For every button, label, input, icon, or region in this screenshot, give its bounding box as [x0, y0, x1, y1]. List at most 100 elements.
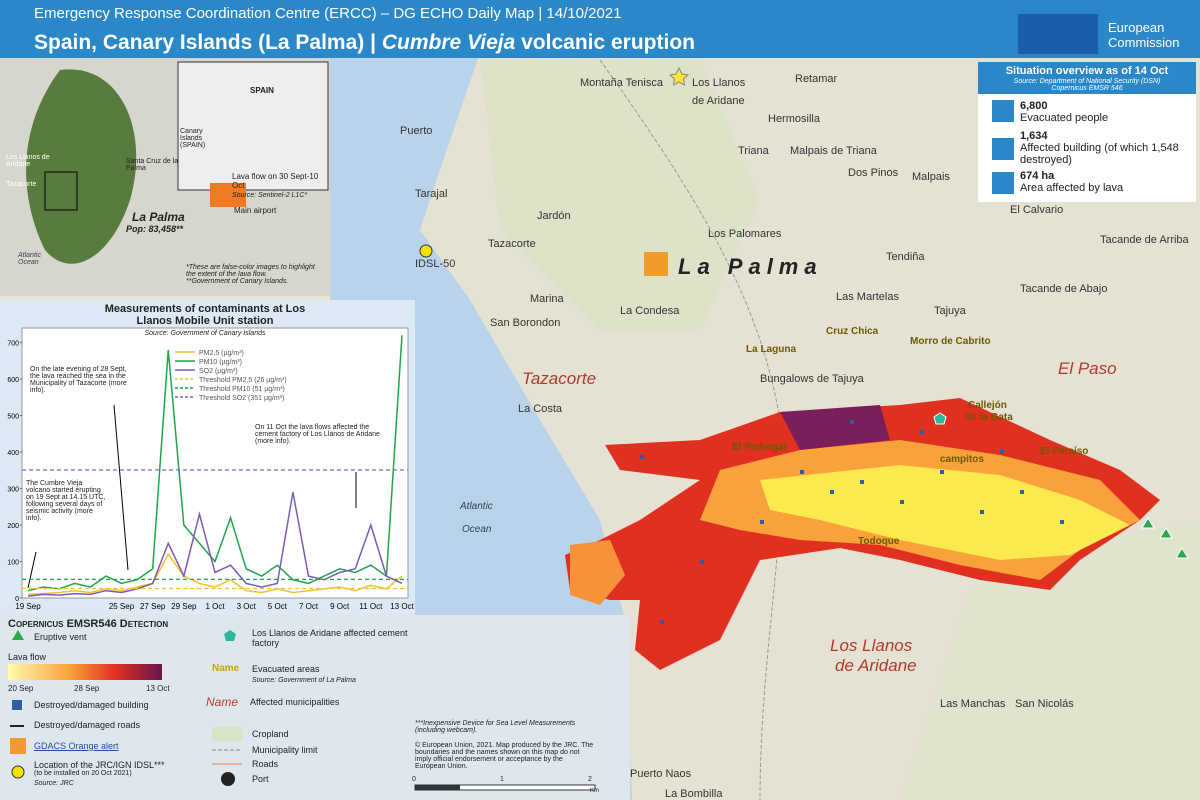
place-label: de Aridane: [835, 656, 917, 675]
legend-item: Destroyed/damaged building: [34, 700, 149, 710]
x-tick-label: 1 Oct: [205, 602, 225, 611]
place-label: Los Llanos: [692, 77, 746, 89]
place-label: campitos: [940, 454, 984, 465]
cropland-symbol: [212, 727, 242, 741]
building-symbol: [12, 700, 22, 710]
cement-factory: [933, 412, 947, 425]
place-label: Puerto: [400, 125, 432, 137]
legend-label: Threshold SO2 (351 µg/m³): [199, 395, 284, 402]
place-label: Triana: [738, 145, 770, 157]
legend-item: Eruptive vent: [34, 632, 87, 642]
x-tick-label: 19 Sep: [15, 602, 41, 611]
logo-text: European Commission: [1108, 20, 1180, 50]
gdacs-alert: [644, 252, 668, 276]
idsl-label: Location of the JRC/IGN IDSL***: [34, 760, 165, 770]
port-symbol: [221, 772, 235, 786]
item-label: Evacuated people: [1020, 112, 1109, 124]
inset-label: Tazacorte: [6, 181, 37, 188]
scale-label: 0: [412, 776, 416, 783]
inset-island: [26, 69, 137, 264]
plot-area: [21, 327, 409, 599]
lava-flow-swatch: [210, 183, 246, 207]
place-label: de Aridane: [692, 95, 745, 107]
inset-label: Los Llanos de Aridane: [6, 154, 50, 168]
inset-label: Canary Islands (SPAIN): [180, 128, 206, 149]
inset-pop: Pop: 83,458**: [126, 224, 184, 234]
place-label: Cruz Chica: [826, 326, 879, 337]
eruptive-vents: [1141, 517, 1189, 559]
legend-note: ***Inexpensive Device for Sea Level Meas…: [415, 720, 576, 734]
overview-item: 6,800 Evacuated people: [1020, 100, 1190, 124]
inset-ocean: Atlantic Ocean: [18, 252, 41, 266]
place-label: La Costa: [518, 403, 563, 415]
vent-symbol: [12, 630, 24, 640]
place-label: Tacande de Abajo: [1020, 283, 1107, 295]
x-tick-label: 9 Oct: [330, 602, 350, 611]
chart-annotation: On 11 Oct the lava flows affected the ce…: [255, 424, 380, 445]
title-italic: Cumbre Vieja: [381, 31, 516, 54]
legend-label: Threshold PM10 (51 µg/m³): [199, 386, 285, 393]
item-value: 6,800: [1020, 100, 1048, 112]
icon: [992, 172, 1014, 194]
series-line: [27, 335, 403, 592]
y-tick-label: 100: [7, 560, 19, 567]
item-label: Affected building (of which 1,548 destro…: [1020, 142, 1179, 166]
place-label: Puerto Naos: [630, 768, 692, 780]
idsl-note: (to be installed on 20 Oct 2021): [34, 770, 132, 777]
place-label: Tazacorte: [522, 369, 596, 388]
place-label: Los Llanos: [830, 636, 913, 655]
scale-label: 2: [588, 776, 592, 783]
chart-title: Measurements of contaminants at Los Llan…: [104, 303, 306, 327]
note: *These are false-color images to highlig…: [186, 264, 315, 278]
legend-link[interactable]: GDACS Orange alert: [34, 741, 119, 751]
annotation-arrow: [113, 404, 129, 571]
icon: [992, 138, 1014, 160]
place-label: La Condesa: [620, 305, 680, 317]
legend-item: Destroyed/damaged roads: [34, 720, 141, 730]
buildings: [640, 420, 1064, 624]
copyright: © European Union, 2021. Map produced by …: [415, 742, 594, 770]
place-label: Bungalows de Tajuya: [760, 373, 865, 385]
icon: [992, 100, 1014, 122]
legend-panel: [0, 615, 415, 800]
island-label: La Palma: [678, 254, 823, 279]
place-label: Tazacorte: [488, 238, 536, 250]
inset-island: La Palma: [132, 210, 185, 224]
scale-unit: Km: [590, 788, 599, 794]
place-label: Tarajal: [415, 188, 447, 200]
lava-flow: [760, 465, 1130, 560]
source: Source: Department of National Security …: [1013, 78, 1161, 85]
series-line: [27, 492, 403, 597]
place-label: La Bombilla: [665, 788, 723, 800]
title-main: Spain, Canary Islands (La Palma) |: [34, 31, 376, 54]
evac-source: Source: Government of La Palma: [252, 677, 356, 684]
x-tick-label: 11 Oct: [359, 602, 383, 611]
place-label: Hermosilla: [768, 113, 821, 125]
y-tick-label: 200: [7, 523, 19, 530]
legend-item: Evacuated areas Source: Government of La …: [252, 664, 356, 684]
evac-label: Evacuated areas: [252, 664, 320, 674]
inset-label: SPAIN: [250, 86, 274, 95]
chart-annotation: On the late evening of 28 Sept, the lava…: [30, 366, 127, 394]
x-tick-label: 3 Oct: [237, 602, 257, 611]
place-label: Malpais de Triana: [790, 145, 878, 157]
scale-label: 1: [500, 776, 504, 783]
legend-label: PM2,5 (µg/m³): [199, 350, 244, 357]
place-label: El Pedregal: [732, 442, 787, 453]
place-label: Los Palomares: [708, 228, 782, 240]
municipality-limit: [599, 59, 783, 800]
inset-label: Santa Cruz de la Palma: [126, 158, 179, 172]
cement-symbol: [224, 630, 236, 641]
x-tick-label: 29 Sep: [171, 602, 197, 611]
item-label: Area affected by lava: [1020, 182, 1124, 194]
place-label: Tacande de Arriba: [1100, 234, 1190, 246]
overview-header: [978, 62, 1196, 94]
inset-frame: [44, 171, 78, 211]
lava-label: Lava flow on 30 Sept-10 Oct: [232, 172, 319, 190]
legend-label: SO2 (µg/m³): [199, 368, 238, 375]
place-label: Morro de Cabrito: [910, 336, 991, 347]
x-tick-label: 13 Oct: [390, 602, 414, 611]
place-label: El Paraíso: [1040, 446, 1088, 457]
inset-airport: Main airport: [234, 206, 277, 215]
